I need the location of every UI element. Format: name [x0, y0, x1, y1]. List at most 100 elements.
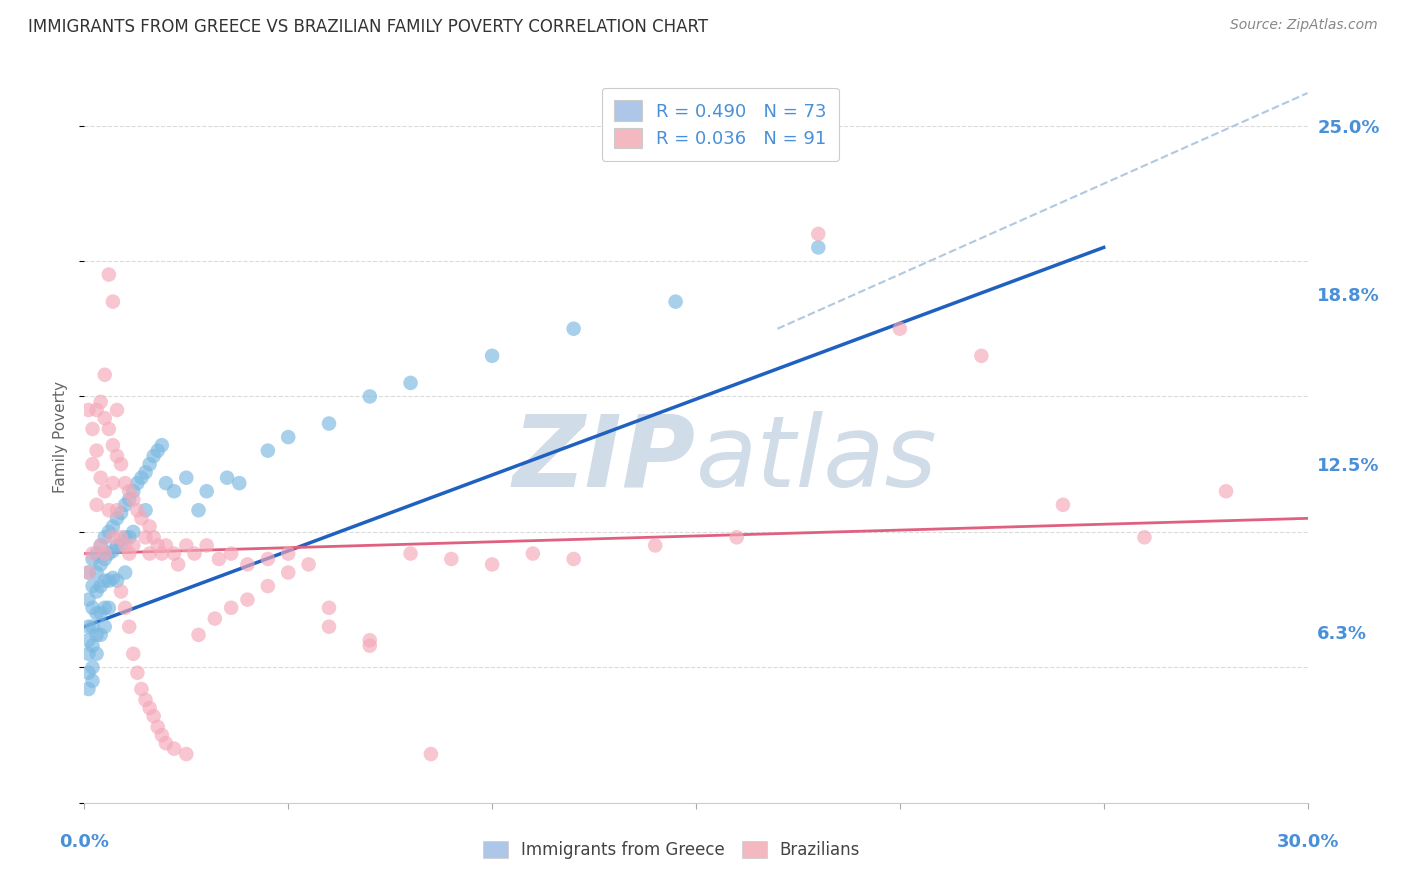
- Point: [101, 438, 124, 452]
- Point: [236, 558, 259, 572]
- Point: [77, 403, 100, 417]
- Point: [146, 443, 169, 458]
- Point: [90, 558, 112, 572]
- Point: [1133, 530, 1156, 544]
- Point: [195, 538, 218, 552]
- Point: [131, 681, 153, 696]
- Point: [562, 552, 585, 566]
- Point: [135, 465, 157, 479]
- Point: [138, 457, 160, 471]
- Point: [93, 552, 115, 566]
- Point: [277, 566, 299, 580]
- Point: [562, 322, 585, 336]
- Point: [889, 322, 911, 336]
- Point: [114, 476, 136, 491]
- Point: [219, 600, 242, 615]
- Point: [86, 647, 108, 661]
- Point: [122, 538, 145, 552]
- Point: [114, 538, 136, 552]
- Point: [114, 530, 136, 544]
- Point: [82, 547, 104, 561]
- Point: [97, 268, 120, 282]
- Point: [93, 411, 115, 425]
- Point: [195, 484, 218, 499]
- Point: [93, 574, 115, 588]
- Point: [142, 449, 165, 463]
- Point: [101, 519, 124, 533]
- Point: [644, 538, 666, 552]
- Point: [90, 628, 112, 642]
- Point: [257, 552, 280, 566]
- Point: [318, 620, 340, 634]
- Point: [97, 422, 120, 436]
- Point: [135, 693, 157, 707]
- Point: [93, 600, 115, 615]
- Text: 0.0%: 0.0%: [59, 833, 110, 851]
- Point: [90, 538, 112, 552]
- Point: [399, 547, 422, 561]
- Point: [725, 530, 748, 544]
- Point: [138, 701, 160, 715]
- Point: [318, 417, 340, 431]
- Point: [97, 600, 120, 615]
- Point: [163, 547, 186, 561]
- Point: [118, 484, 141, 499]
- Point: [155, 476, 177, 491]
- Point: [82, 579, 104, 593]
- Point: [82, 552, 104, 566]
- Point: [122, 647, 145, 661]
- Point: [481, 558, 503, 572]
- Point: [146, 720, 169, 734]
- Point: [257, 579, 280, 593]
- Point: [90, 606, 112, 620]
- Point: [86, 498, 108, 512]
- Point: [142, 530, 165, 544]
- Point: [86, 547, 108, 561]
- Point: [174, 538, 197, 552]
- Point: [131, 511, 153, 525]
- Point: [105, 574, 128, 588]
- Point: [174, 747, 197, 761]
- Point: [101, 476, 124, 491]
- Point: [122, 492, 145, 507]
- Point: [97, 503, 120, 517]
- Point: [93, 620, 115, 634]
- Point: [82, 639, 104, 653]
- Point: [142, 709, 165, 723]
- Point: [110, 530, 132, 544]
- Point: [97, 547, 120, 561]
- Point: [82, 620, 104, 634]
- Point: [187, 503, 209, 517]
- Point: [90, 579, 112, 593]
- Point: [77, 620, 100, 634]
- Point: [204, 611, 226, 625]
- Text: ZIP: ZIP: [513, 410, 696, 508]
- Point: [86, 403, 108, 417]
- Point: [114, 566, 136, 580]
- Point: [481, 349, 503, 363]
- Point: [86, 443, 108, 458]
- Text: Source: ZipAtlas.com: Source: ZipAtlas.com: [1230, 18, 1378, 32]
- Point: [150, 438, 173, 452]
- Point: [298, 558, 321, 572]
- Point: [127, 665, 149, 680]
- Point: [150, 547, 173, 561]
- Point: [118, 492, 141, 507]
- Point: [127, 476, 149, 491]
- Point: [118, 530, 141, 544]
- Point: [105, 538, 128, 552]
- Point: [114, 498, 136, 512]
- Point: [522, 547, 544, 561]
- Point: [77, 647, 100, 661]
- Point: [440, 552, 463, 566]
- Point: [86, 584, 108, 599]
- Point: [97, 524, 120, 539]
- Point: [90, 395, 112, 409]
- Point: [135, 530, 157, 544]
- Point: [420, 747, 443, 761]
- Point: [86, 566, 108, 580]
- Point: [236, 592, 259, 607]
- Point: [118, 547, 141, 561]
- Point: [90, 471, 112, 485]
- Point: [228, 476, 250, 491]
